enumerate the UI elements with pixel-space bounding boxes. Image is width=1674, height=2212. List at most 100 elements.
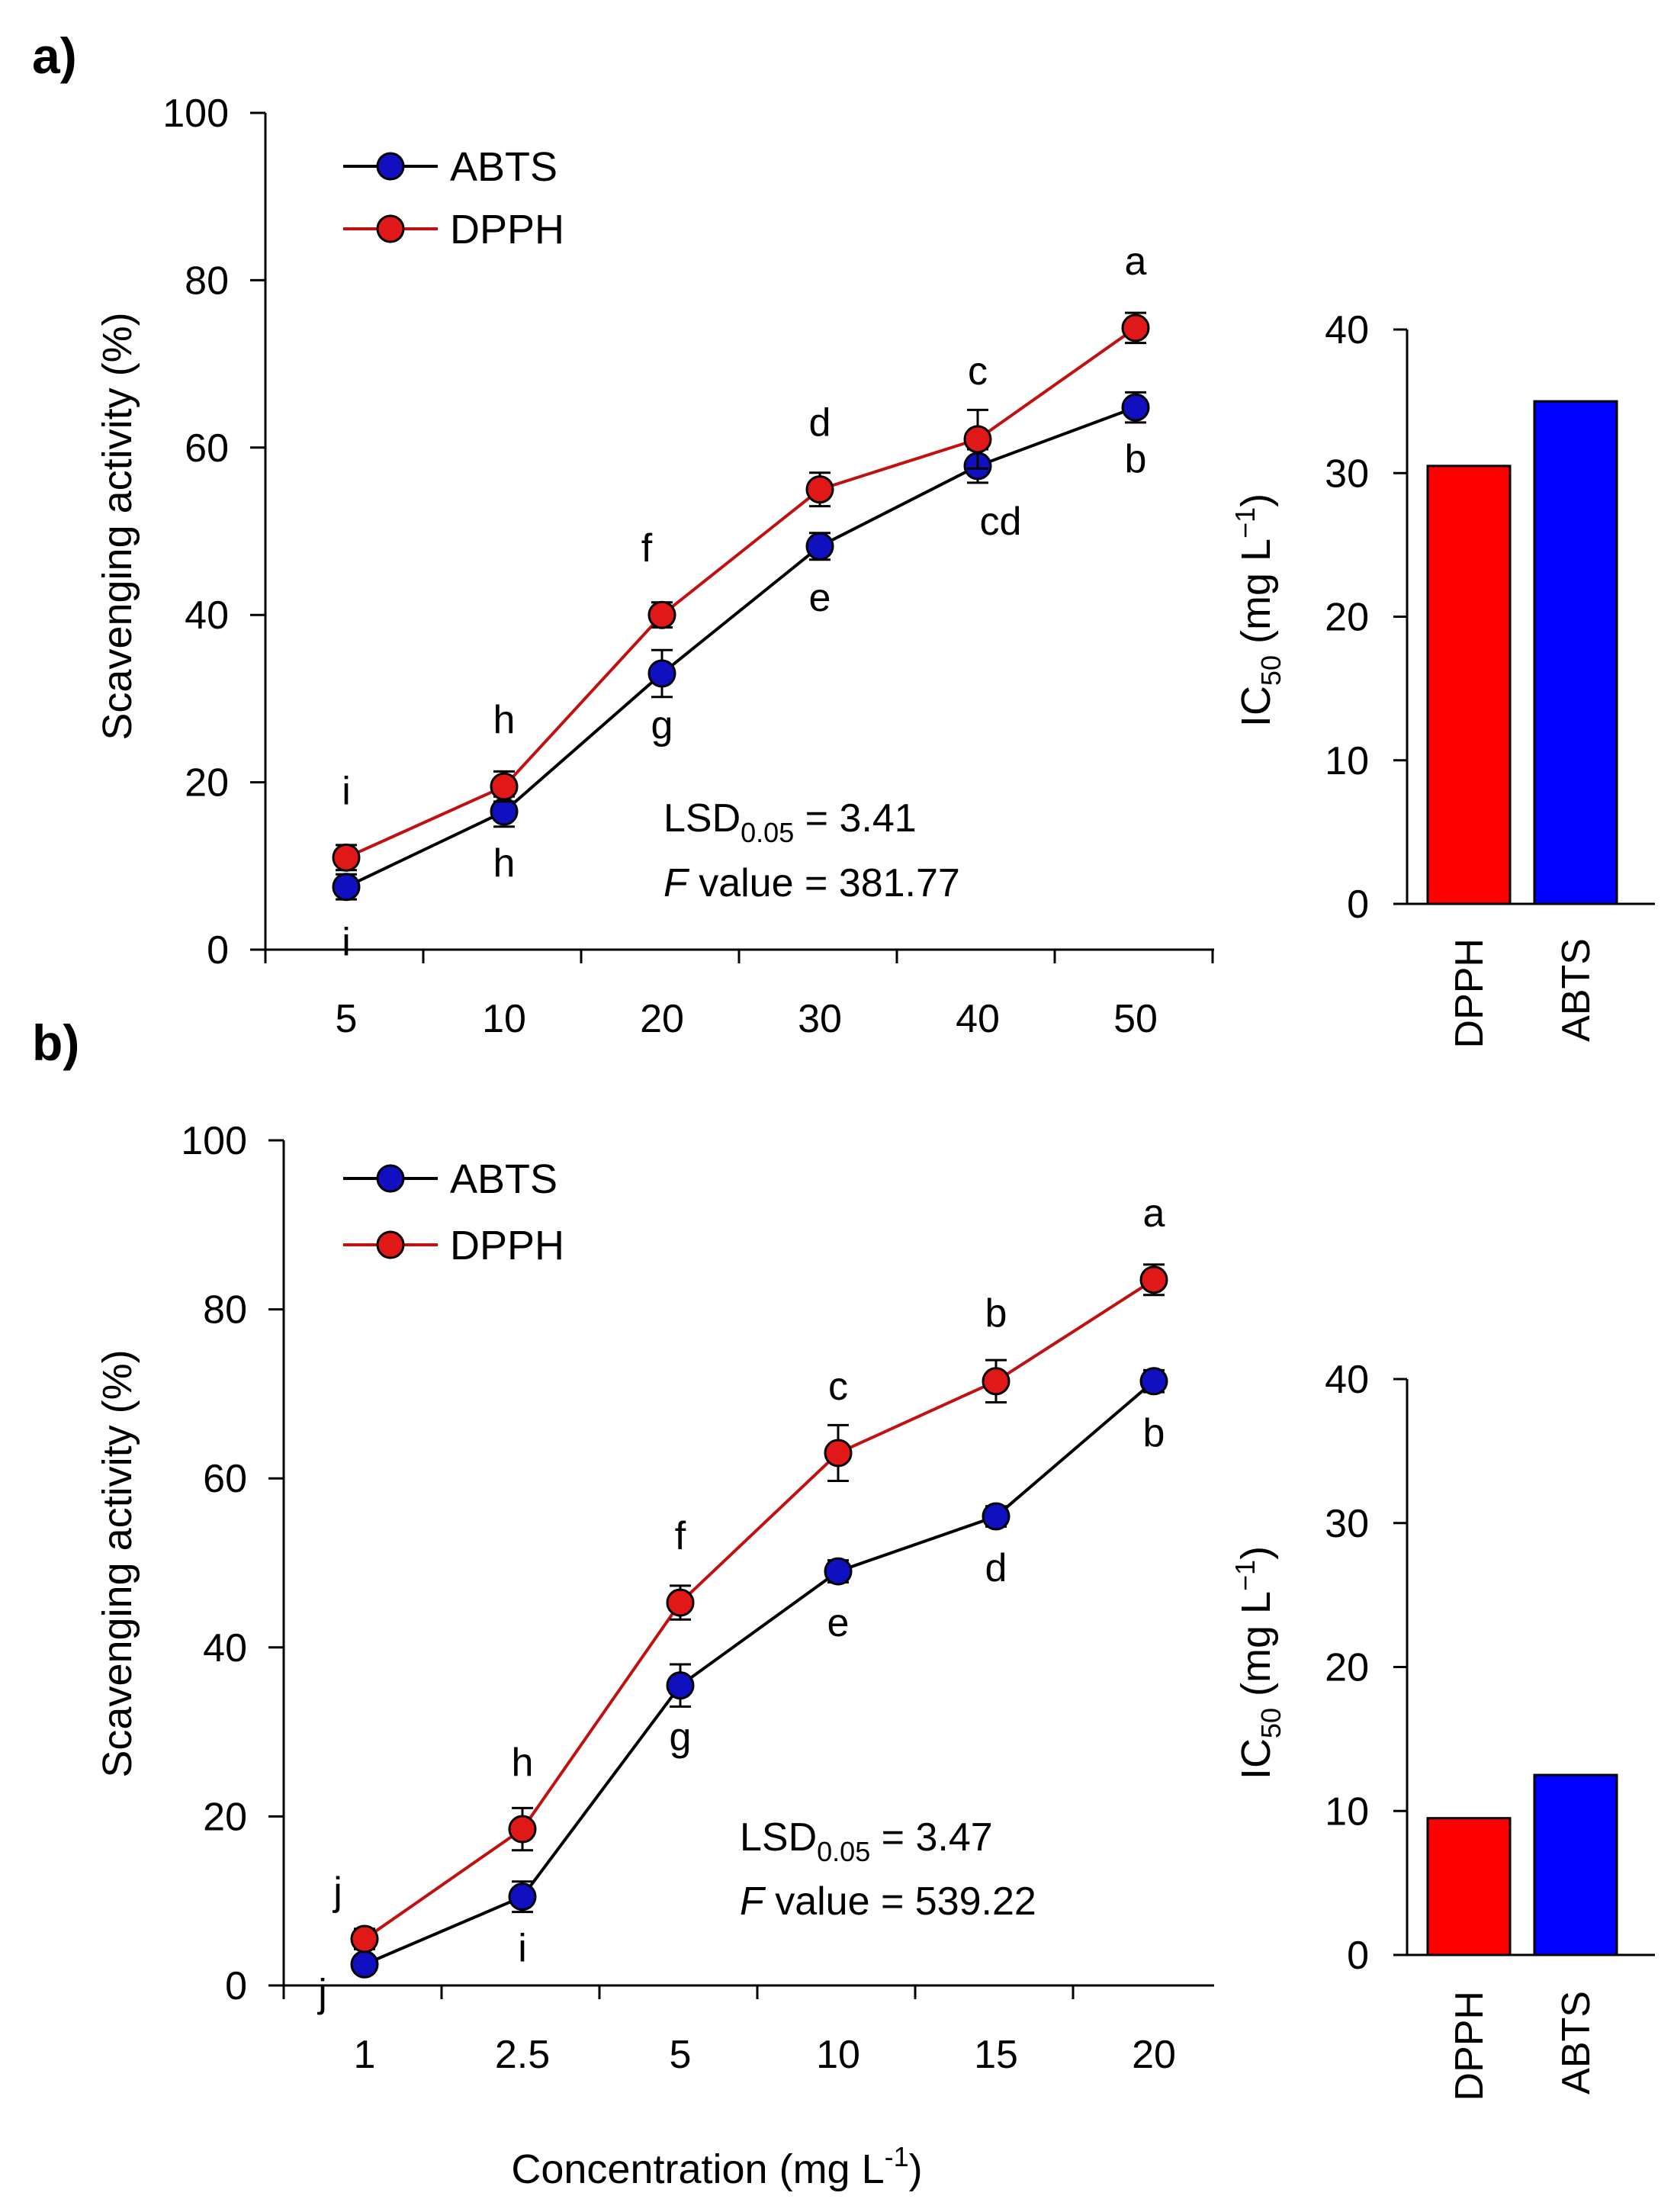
data-point-dpph [508, 1815, 537, 1844]
significance-letter: i [342, 769, 351, 813]
significance-letter: c [828, 1365, 848, 1409]
x-axis-title-main: Concentration (mg L [511, 2146, 884, 2192]
lsd-prefix: LSD [663, 796, 741, 841]
data-point-abts [647, 659, 676, 688]
significance-letter: f [675, 1514, 686, 1558]
data-point-abts [332, 873, 361, 902]
lsd-value: = 3.41 [794, 796, 916, 841]
y-axis-title: Scavenging activity (%) [95, 312, 140, 740]
significance-letter: f [641, 526, 653, 571]
f-annotation: F value = 539.22 [740, 1879, 1036, 1924]
f-value: value = 381.77 [688, 861, 960, 905]
data-point-abts [508, 1882, 537, 1911]
y-tick-label: 80 [185, 259, 229, 303]
data-point-dpph [332, 843, 361, 872]
data-point-dpph [963, 425, 992, 454]
y-tick-label: 100 [181, 1119, 247, 1163]
significance-letter: j [332, 1870, 342, 1914]
significance-letter: e [809, 576, 831, 620]
significance-letter: cd [980, 500, 1022, 544]
ic50-category-label: ABTS [1554, 938, 1598, 1042]
bar-chart-a: 0 10 20 30 40 DPPH ABTS IC50 (mg L−1) [1229, 308, 1655, 1048]
legend-marker [376, 152, 405, 181]
data-point-dpph [1121, 313, 1150, 342]
data-point-abts [982, 1502, 1011, 1531]
ic50-y-tick-label: 0 [1347, 883, 1369, 927]
significance-letter: g [651, 703, 673, 748]
ic50-title-sub: 50 [1255, 655, 1287, 686]
y-tick-label: 20 [203, 1795, 247, 1839]
significance-letter: i [518, 1927, 527, 1971]
x-tick-label: 1 [354, 2033, 376, 2077]
x-tick-label: 5 [336, 997, 358, 1041]
legend-label: DPPH [450, 207, 564, 252]
significance-letter: h [512, 1741, 534, 1785]
y-tick-label: 60 [203, 1457, 247, 1501]
bar-chart-b: 0 10 20 30 40 DPPH ABTS IC50 (mg L−1) [1229, 1358, 1655, 2101]
lsd-subscript: 0.05 [817, 1836, 870, 1867]
ic50-category-label: DPPH [1447, 1991, 1492, 2101]
f-value: value = 539.22 [764, 1879, 1036, 1924]
ic50-category-label: ABTS [1554, 1991, 1598, 2095]
ic50-y-tick-label: 20 [1325, 596, 1369, 640]
ic50-y-tick-label: 30 [1325, 1502, 1369, 1546]
y-tick-label: 60 [185, 426, 229, 471]
ic50-bar-abts [1533, 1773, 1618, 1956]
line-chart-b: 0 20 40 60 80 100 1 2.5 5 10 15 20 Scavenging activi… [95, 1119, 1214, 2077]
y-tick-label: 100 [162, 92, 229, 136]
significance-letter: b [1143, 1411, 1165, 1455]
x-axis-title: Concentration (mg L-1) [511, 2141, 922, 2192]
x-tick-label: 50 [1113, 997, 1158, 1041]
significance-letter: i [342, 921, 351, 965]
ic50-y-tick-label: 30 [1325, 452, 1369, 496]
ic50-y-axis-title: IC50 (mg L−1) [1229, 1546, 1287, 1780]
lsd-prefix: LSD [740, 1815, 817, 1860]
ic50-title-sub: 50 [1255, 1708, 1287, 1738]
significance-letter: h [493, 841, 516, 886]
legend-label: ABTS [450, 1156, 557, 1202]
x-tick-label: 30 [798, 997, 842, 1041]
legend-label: ABTS [450, 144, 557, 190]
ic50-y-tick-label: 40 [1325, 1358, 1369, 1402]
line-chart-a: 0 20 40 60 80 100 5 10 20 30 40 50 Scavenging activi… [95, 92, 1214, 1041]
x-tick-label: 20 [640, 997, 684, 1041]
significance-letter: e [827, 1601, 850, 1645]
ic50-title-main: IC [1233, 1738, 1279, 1780]
data-point-dpph [982, 1367, 1011, 1396]
series-line-dpph [363, 1278, 1155, 1940]
significance-letter: d [985, 1546, 1007, 1590]
series-line-abts [364, 1380, 1155, 1966]
data-point-abts [666, 1671, 695, 1700]
data-point-abts [1121, 393, 1150, 422]
lsd-subscript: 0.05 [741, 817, 794, 848]
y-tick-label: 20 [185, 761, 229, 805]
ic50-title-sup: −1 [1229, 1560, 1261, 1591]
lsd-value: = 3.47 [870, 1815, 992, 1860]
y-tick-label: 80 [203, 1288, 247, 1333]
ic50-bar-dpph [1426, 465, 1512, 905]
data-point-dpph [647, 600, 676, 629]
significance-letter: b [1125, 437, 1147, 481]
ic50-y-tick-label: 0 [1347, 1934, 1369, 1978]
data-point-dpph [490, 772, 519, 801]
lsd-annotation: LSD0.05 = 3.41 [663, 796, 917, 848]
y-tick-label: 0 [225, 1964, 247, 2008]
significance-letter: h [493, 698, 516, 742]
legend-label: DPPH [450, 1223, 564, 1268]
ic50-title-unit: (mg L [1233, 539, 1279, 655]
data-point-dpph [824, 1439, 853, 1468]
significance-letter: b [985, 1291, 1007, 1336]
data-point-abts [350, 1950, 379, 1979]
data-point-dpph [350, 1924, 379, 1953]
x-axis-title-sup: -1 [885, 2141, 909, 2172]
x-tick-label: 10 [482, 997, 526, 1041]
ic50-y-tick-label: 10 [1325, 739, 1369, 783]
data-point-abts [1139, 1367, 1168, 1396]
ic50-title-close: ) [1233, 494, 1279, 507]
ic50-y-axis-title: IC50 (mg L−1) [1229, 494, 1287, 727]
y-tick-label: 40 [185, 593, 229, 638]
legend-marker [376, 1164, 405, 1193]
x-tick-label: 15 [974, 2033, 1018, 2077]
